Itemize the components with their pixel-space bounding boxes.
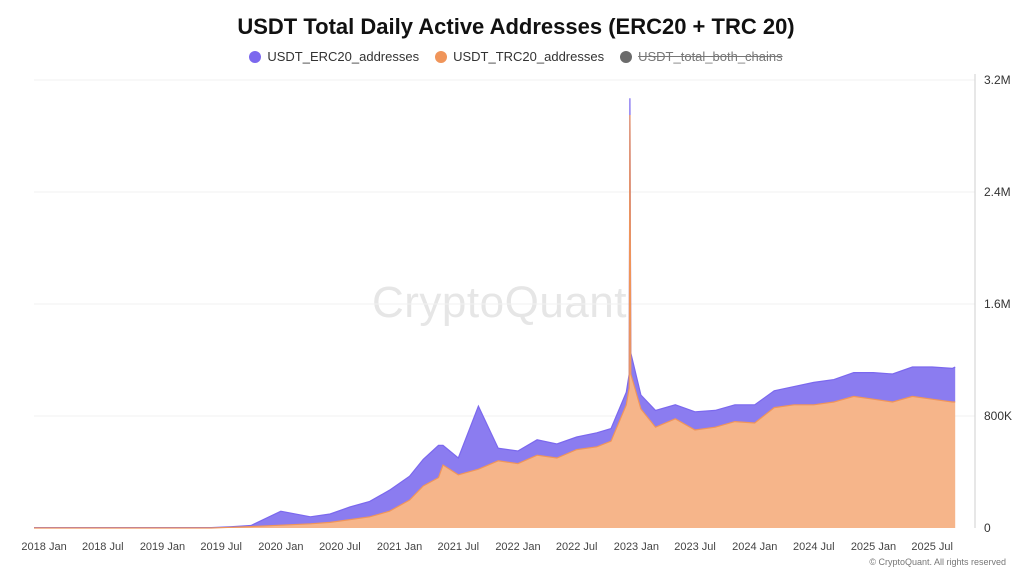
series-line-trc20 — [34, 114, 956, 529]
copyright-credit: © CryptoQuant. All rights reserved — [869, 557, 1006, 567]
watermark: CryptoQuant — [372, 278, 627, 327]
legend-item-trc20[interactable]: USDT_TRC20_addresses — [435, 49, 604, 64]
chart-title: USDT Total Daily Active Addresses (ERC20… — [237, 14, 795, 39]
x-tick-label: 2021 Jul — [437, 541, 479, 553]
x-tick-label: 2018 Jan — [21, 541, 66, 553]
x-tick-label: 2020 Jul — [319, 541, 361, 553]
x-tick-label: 2019 Jan — [140, 541, 185, 553]
x-tick-label: 2024 Jul — [793, 541, 835, 553]
legend-item-total[interactable]: USDT_total_both_chains — [620, 49, 783, 64]
y-tick-label: 1.6M — [984, 297, 1011, 311]
y-tick-label: 2.4M — [984, 185, 1011, 199]
series-area-trc20 — [34, 115, 956, 528]
x-tick-label: 2023 Jul — [674, 541, 716, 553]
x-tick-label: 2021 Jan — [377, 541, 422, 553]
legend-swatch-trc20 — [435, 50, 448, 63]
series-area-erc20 — [34, 98, 956, 528]
x-tick-label: 2022 Jul — [556, 541, 598, 553]
chart-legend: USDT_ERC20_addresses USDT_TRC20_addresse… — [0, 49, 1032, 64]
x-tick-label: 2025 Jul — [911, 541, 953, 553]
x-tick-label: 2023 Jan — [614, 541, 659, 553]
legend-swatch-erc20 — [249, 50, 262, 63]
x-tick-label: 2020 Jan — [258, 541, 303, 553]
series-line-erc20 — [34, 98, 956, 529]
y-tick-label: 0 — [984, 521, 991, 535]
x-tick-label: 2025 Jan — [851, 541, 896, 553]
x-tick-label: 2018 Jul — [82, 541, 124, 553]
x-tick-label: 2022 Jan — [495, 541, 540, 553]
legend-label-trc20: USDT_TRC20_addresses — [453, 49, 605, 64]
legend-swatch-total — [620, 50, 633, 63]
legend-label-erc20: USDT_ERC20_addresses — [267, 49, 420, 64]
x-tick-label: 2024 Jan — [732, 541, 777, 553]
legend-item-erc20[interactable]: USDT_ERC20_addresses — [249, 49, 419, 64]
y-tick-label: 3.2M — [984, 73, 1011, 87]
legend-label-total: USDT_total_both_chains — [638, 49, 783, 64]
y-tick-label: 800K — [984, 409, 1012, 423]
x-tick-label: 2019 Jul — [200, 541, 242, 553]
